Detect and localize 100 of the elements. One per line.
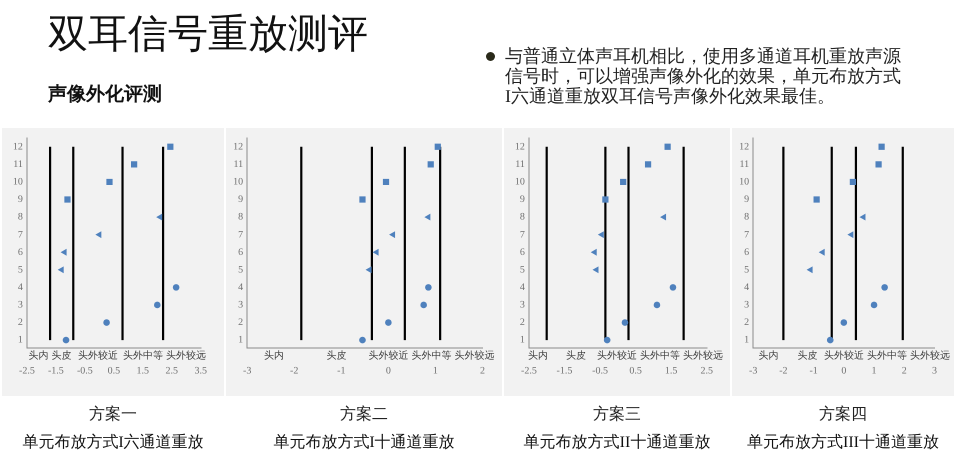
point [366, 266, 372, 274]
x-tick-label: -2.5 [520, 366, 537, 377]
point [602, 196, 608, 203]
x-tick-label: 3.5 [194, 366, 207, 377]
point [870, 302, 878, 308]
point [428, 161, 434, 168]
y-tick-label: 4 [520, 282, 525, 293]
point [664, 144, 671, 150]
y-tick-label: 9 [520, 194, 525, 206]
point [103, 319, 110, 326]
y-tick-label: 12 [12, 141, 23, 152]
text: 头内 [528, 350, 548, 362]
text: 头外较近 [78, 350, 118, 362]
point [850, 178, 856, 186]
y-tick-label: 1 [238, 334, 244, 346]
y-tick-label: 9 [238, 194, 244, 206]
text: 方案一 [88, 404, 138, 425]
point [172, 284, 180, 291]
point [875, 161, 882, 168]
y-tick-label: 10 [739, 176, 750, 188]
y-tick-label: 10 [514, 176, 525, 188]
y-tick-label: 4 [744, 282, 750, 293]
x-tick-label: 0.5 [629, 366, 642, 377]
text: 头外较远 [910, 350, 950, 362]
y-tick-label: 8 [238, 212, 244, 223]
y-tick-label: 3 [744, 300, 750, 311]
y-tick-label: 7 [18, 229, 23, 240]
x-tick-label: -1 [337, 366, 346, 377]
text: 头外较远 [166, 350, 206, 362]
text: 头外中等 [411, 350, 452, 362]
text: 单元布放方式I六通道重放 [21, 432, 205, 453]
y-tick-label: 8 [520, 212, 525, 223]
x-tick-label: -1.5 [556, 366, 572, 377]
point [359, 196, 366, 203]
point [814, 196, 820, 203]
y-tick-label: 10 [12, 176, 23, 188]
y-tick-label: 5 [238, 264, 244, 276]
point [420, 302, 427, 308]
point [878, 144, 885, 150]
point [670, 284, 676, 291]
point [622, 319, 628, 326]
point [434, 144, 441, 150]
point [382, 178, 390, 186]
y-tick-label: 1 [520, 334, 525, 346]
x-tick-label: 2 [480, 366, 485, 377]
point [806, 266, 813, 274]
point [840, 319, 848, 326]
text: 头内 [28, 350, 49, 362]
point [64, 196, 71, 203]
y-tick-label: 11 [234, 158, 244, 170]
x-tick-label: 1.5 [664, 366, 678, 377]
point [154, 302, 161, 308]
text: 头外中等 [640, 350, 680, 362]
text: 头外较近 [824, 350, 864, 362]
point [847, 231, 854, 238]
point [58, 266, 64, 274]
point [62, 336, 70, 344]
text: 头外中等 [122, 350, 163, 362]
y-tick-label: 1 [18, 334, 23, 346]
y-tick-label: 5 [744, 264, 750, 276]
y-tick-label: 6 [520, 246, 525, 258]
y-tick-label: 8 [18, 212, 23, 223]
y-tick-label: 4 [18, 282, 23, 293]
point [818, 248, 825, 256]
x-tick-label: -3 [748, 366, 758, 377]
text: 声像外化评测 [48, 82, 162, 106]
y-tick-label: 4 [238, 282, 244, 293]
point [372, 248, 379, 256]
x-tick-label: -1 [809, 366, 818, 377]
y-tick-label: 3 [18, 300, 23, 311]
x-tick-label: 3 [932, 366, 937, 377]
text: 头内 [264, 350, 284, 362]
y-tick-label: 6 [744, 246, 750, 258]
x-tick-label: 1.5 [136, 366, 150, 377]
x-tick-label: 0 [841, 366, 846, 377]
y-tick-label: 12 [233, 141, 244, 152]
point [425, 284, 432, 291]
point [660, 214, 666, 221]
x-tick-label: 1 [432, 366, 438, 377]
y-tick-label: 3 [520, 300, 525, 311]
point [859, 214, 866, 221]
y-tick-label: 5 [18, 264, 23, 276]
y-tick-label: 2 [18, 317, 23, 328]
y-tick-label: 5 [520, 264, 525, 276]
text: 单元布放方式III十通道重放 [746, 432, 940, 453]
text: 与普通立体声耳机相比，使用多通道耳机重放声源信号时，可以增强声像外化的效果，单元布放方式I六通道重放双耳信号声像外化效果最佳。 [505, 46, 902, 106]
text: 头外较近 [596, 350, 637, 362]
text: 头外较远 [682, 350, 723, 362]
x-tick-label: -0.5 [76, 366, 93, 377]
x-tick-label: -3 [242, 366, 252, 377]
point [106, 178, 113, 186]
text: 头皮 [798, 350, 818, 362]
point [95, 231, 102, 238]
point [644, 161, 652, 168]
x-tick-label: -2 [779, 366, 788, 377]
y-tick-label: 9 [744, 194, 750, 206]
x-tick-label: 0.5 [108, 366, 120, 377]
y-tick-label: 1 [744, 334, 750, 346]
x-tick-label: -2.5 [18, 366, 35, 377]
x-tick-label: 2.5 [166, 366, 178, 377]
